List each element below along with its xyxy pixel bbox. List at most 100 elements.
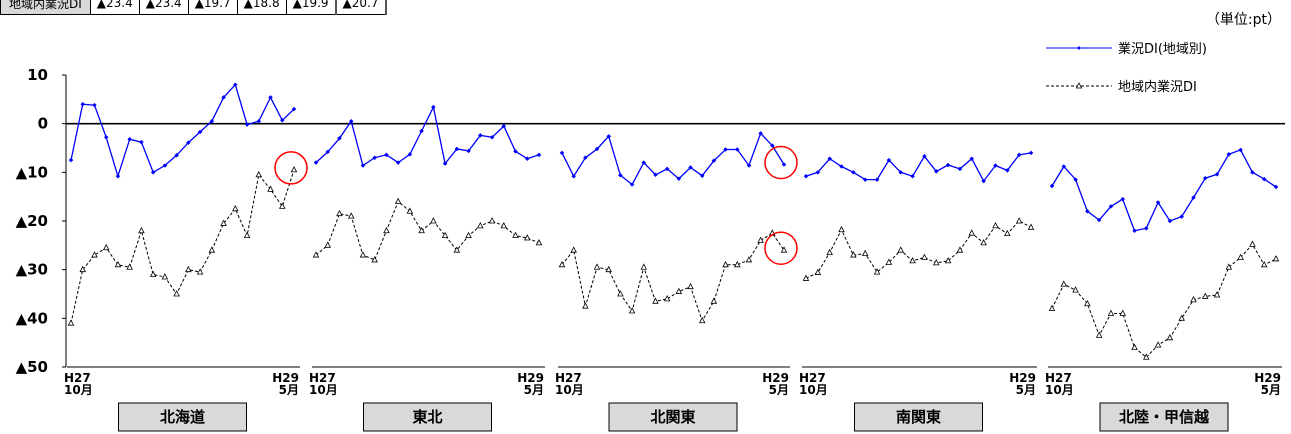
business-di-point (513, 149, 518, 154)
business-di-point (1179, 214, 1185, 219)
business-di-point (769, 143, 775, 148)
region-label-box (1099, 402, 1229, 432)
regional-di-point (722, 260, 729, 268)
regional-di-point (944, 257, 952, 264)
regional-di-point (710, 297, 718, 304)
regional-di-point (149, 270, 157, 277)
x-start-label-year: H27 (555, 371, 582, 385)
region-label-box (608, 402, 738, 432)
business-di-point (174, 152, 179, 158)
business-di-point (839, 164, 844, 169)
business-di-point (1167, 218, 1173, 224)
regional-di-point (347, 212, 355, 219)
regional-di-point (980, 239, 987, 246)
regional-di-point (1202, 292, 1209, 299)
regional-di-point (861, 249, 869, 257)
regional-di-point (371, 256, 378, 263)
y-tick-label: ▲40 (16, 309, 48, 327)
business-di-point (1226, 151, 1232, 157)
regional-di-point (968, 229, 976, 236)
highlight-circle (764, 231, 798, 265)
business-di-point (454, 146, 460, 152)
regional-di-point (1048, 304, 1056, 311)
regional-di-point (698, 316, 706, 324)
business-di-point (1202, 175, 1208, 181)
regional-di-point (956, 246, 964, 253)
business-di-point (466, 148, 471, 154)
regional-di-point (873, 268, 881, 275)
business-di-point (360, 163, 366, 168)
header-table-row: 地域内業況DI ▲23.4 ▲23.4 ▲19.7 ▲18.8 ▲19.9 ▲2… (0, 0, 387, 15)
business-di-point (325, 149, 331, 155)
business-di-point (862, 177, 868, 182)
x-start-label-year: H27 (1045, 371, 1072, 385)
business-di-point (981, 178, 986, 184)
regional-di-point (850, 251, 857, 258)
y-tick-label: ▲10 (16, 163, 48, 181)
regional-di-point (1225, 263, 1233, 270)
x-end-label-month: 5月 (769, 383, 789, 397)
regional-di-line (70, 169, 295, 324)
business-di-point (746, 163, 752, 168)
x-start-label-month: 10月 (1045, 383, 1074, 397)
y-tick-label: ▲30 (16, 261, 48, 279)
unit-label: （単位:pt） (1205, 12, 1281, 28)
business-di-point (945, 162, 951, 168)
x-start-label-year: H27 (309, 371, 336, 385)
x-start-label-month: 10月 (555, 383, 584, 397)
header-table-cell: ▲19.9 (285, 0, 337, 15)
regional-di-point (582, 302, 589, 309)
business-di-point (711, 158, 717, 164)
header-table: 地域内業況DI ▲23.4 ▲23.4 ▲19.7 ▲18.8 ▲19.9 ▲2… (0, 0, 387, 15)
region-label-box (363, 402, 492, 432)
business-di-point (524, 156, 530, 162)
regional-di-point (430, 217, 437, 224)
business-di-point (1250, 169, 1255, 175)
regional-di-point (336, 209, 343, 217)
regional-di-point (324, 241, 331, 248)
regional-di-point (1060, 280, 1068, 287)
business-di-point (933, 169, 939, 174)
regional-di-point (441, 231, 449, 238)
business-di-line (70, 83, 295, 179)
business-di-point (221, 95, 226, 100)
regional-di-point (675, 287, 683, 294)
business-di-point (348, 118, 354, 124)
business-di-point (489, 134, 495, 140)
header-table-label: 地域内業況DI (0, 0, 91, 15)
business-di-point (606, 133, 612, 139)
regional-di-line (1051, 243, 1277, 358)
regional-di-point (1237, 253, 1244, 260)
business-di-line (561, 132, 785, 186)
regional-di-point (102, 243, 110, 251)
regional-di-point (617, 290, 624, 297)
x-start-label-month: 10月 (64, 383, 93, 397)
business-di-point (232, 82, 238, 88)
regional-di-point (1190, 295, 1197, 303)
x-end-label-month: 5月 (524, 383, 544, 397)
x-start-label-month: 10月 (799, 383, 828, 397)
business-di-point (1108, 204, 1114, 209)
regional-di-point (897, 246, 904, 253)
regional-di-point (885, 258, 893, 265)
business-di-point (1155, 200, 1161, 205)
business-di-point (815, 169, 821, 175)
x-end-label-month: 5月 (1261, 383, 1281, 397)
x-end-label-month: 5月 (1016, 383, 1036, 397)
business-di-point (1085, 208, 1090, 214)
business-di-point (1273, 184, 1279, 190)
business-di-point (291, 106, 297, 112)
region-label: 南関東 (896, 408, 941, 426)
regional-di-point (220, 219, 227, 226)
regional-di-point (802, 274, 810, 281)
regional-di-point (512, 231, 519, 238)
regional-di-point (196, 268, 204, 275)
regional-di-point (1131, 343, 1138, 350)
business-di-point (734, 147, 740, 152)
business-di-point (618, 172, 623, 178)
business-di-point (851, 169, 856, 175)
regional-di-point (173, 290, 180, 297)
x-end-label-year: H29 (1009, 371, 1036, 385)
regional-di-point (640, 263, 648, 270)
business-di-point (1061, 164, 1067, 169)
